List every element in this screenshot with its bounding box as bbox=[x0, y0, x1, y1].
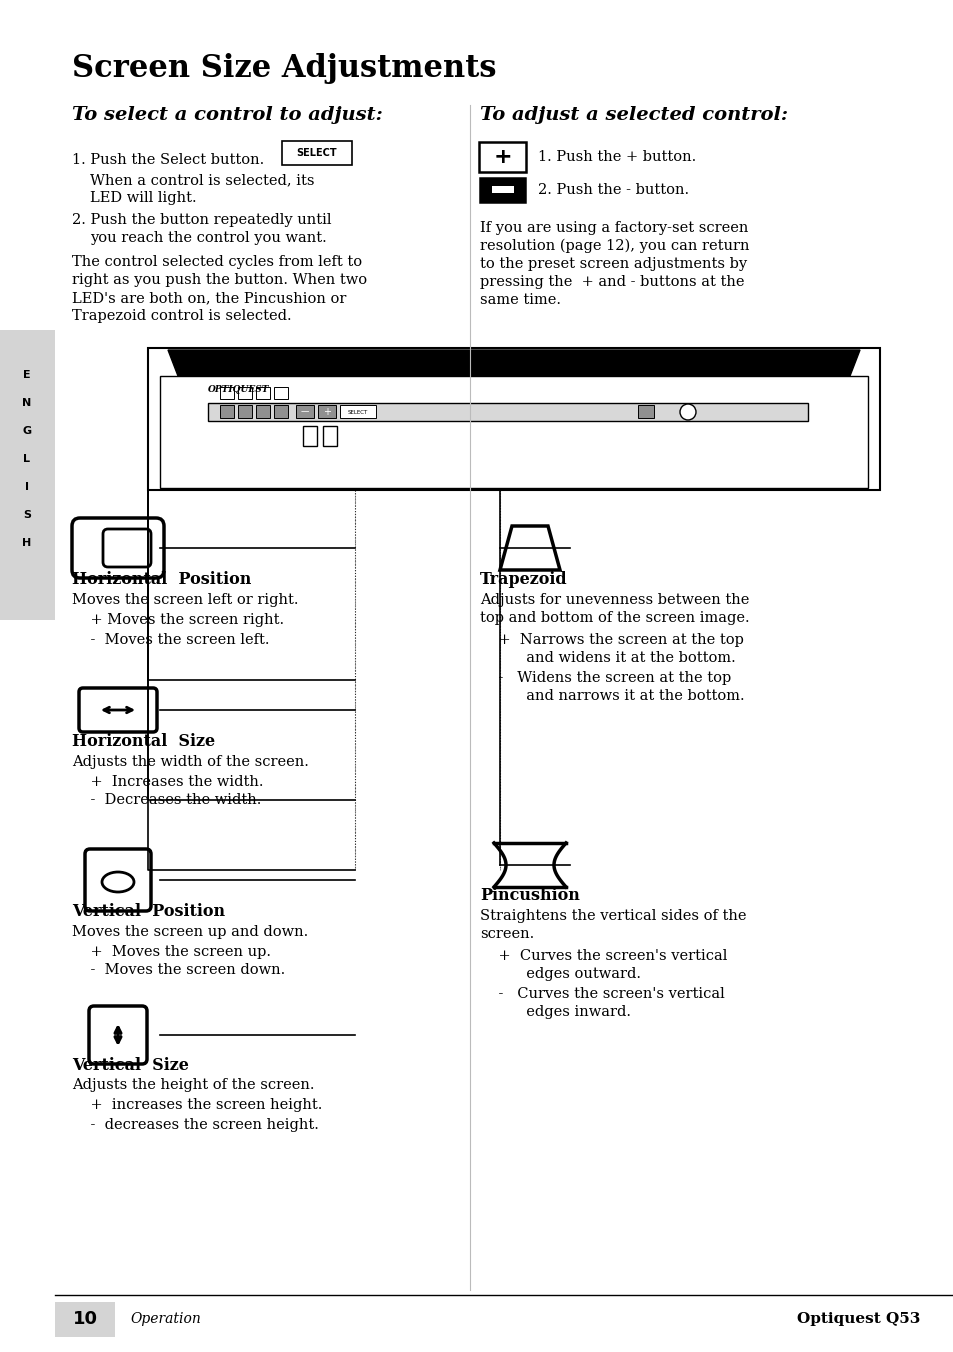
Text: 10: 10 bbox=[72, 1310, 97, 1328]
Text: Adjusts the height of the screen.: Adjusts the height of the screen. bbox=[71, 1078, 314, 1092]
Text: to the preset screen adjustments by: to the preset screen adjustments by bbox=[479, 257, 746, 270]
Bar bbox=[220, 387, 233, 399]
Text: you reach the control you want.: you reach the control you want. bbox=[90, 231, 327, 245]
Text: right as you push the button. When two: right as you push the button. When two bbox=[71, 273, 367, 287]
Text: When a control is selected, its: When a control is selected, its bbox=[90, 173, 314, 187]
Text: +  Curves the screen's vertical: + Curves the screen's vertical bbox=[479, 949, 726, 963]
Text: SELECT: SELECT bbox=[296, 147, 337, 158]
Text: +: + bbox=[323, 407, 331, 416]
Text: Vertical  Size: Vertical Size bbox=[71, 1056, 189, 1073]
Bar bbox=[274, 387, 288, 399]
Text: same time.: same time. bbox=[479, 293, 560, 307]
Text: Horizontal  Size: Horizontal Size bbox=[71, 734, 214, 750]
Text: LED will light.: LED will light. bbox=[90, 191, 196, 206]
Text: N: N bbox=[22, 397, 31, 408]
Text: Straightens the vertical sides of the: Straightens the vertical sides of the bbox=[479, 909, 745, 923]
Bar bbox=[148, 347, 879, 489]
Bar bbox=[255, 387, 270, 399]
Text: Trapezoid control is selected.: Trapezoid control is selected. bbox=[71, 310, 292, 323]
Bar bbox=[638, 406, 654, 418]
Text: 1. Push the + button.: 1. Push the + button. bbox=[537, 150, 696, 164]
Bar bbox=[237, 406, 252, 418]
Text: -  Decreases the width.: - Decreases the width. bbox=[71, 794, 261, 807]
Text: Adjusts for unevenness between the: Adjusts for unevenness between the bbox=[479, 594, 749, 607]
Text: and widens it at the bottom.: and widens it at the bottom. bbox=[479, 652, 735, 665]
Text: Moves the screen left or right.: Moves the screen left or right. bbox=[71, 594, 298, 607]
Text: +: + bbox=[493, 147, 512, 168]
Text: Horizontal  Position: Horizontal Position bbox=[71, 572, 251, 588]
Text: screen.: screen. bbox=[479, 927, 534, 941]
Bar bbox=[255, 406, 270, 418]
Text: The control selected cycles from left to: The control selected cycles from left to bbox=[71, 256, 362, 269]
Bar bbox=[492, 187, 514, 193]
Text: -   Widens the screen at the top: - Widens the screen at the top bbox=[479, 671, 731, 685]
Text: S: S bbox=[23, 510, 30, 521]
FancyBboxPatch shape bbox=[103, 529, 151, 566]
Bar bbox=[295, 406, 314, 418]
FancyBboxPatch shape bbox=[85, 849, 151, 911]
Text: Screen Size Adjustments: Screen Size Adjustments bbox=[71, 53, 496, 84]
Text: Moves the screen up and down.: Moves the screen up and down. bbox=[71, 925, 308, 940]
Text: —: — bbox=[300, 407, 309, 416]
Bar bbox=[237, 387, 252, 399]
Text: edges inward.: edges inward. bbox=[479, 1005, 630, 1019]
Polygon shape bbox=[168, 350, 859, 376]
Text: E: E bbox=[23, 370, 30, 380]
FancyBboxPatch shape bbox=[79, 688, 157, 731]
Text: If you are using a factory-set screen: If you are using a factory-set screen bbox=[479, 220, 747, 235]
Text: +  increases the screen height.: + increases the screen height. bbox=[71, 1098, 322, 1111]
Text: Adjusts the width of the screen.: Adjusts the width of the screen. bbox=[71, 754, 309, 769]
Text: top and bottom of the screen image.: top and bottom of the screen image. bbox=[479, 611, 749, 625]
Bar bbox=[55, 1302, 115, 1337]
Bar bbox=[339, 406, 375, 418]
Text: Optiquest Q53: Optiquest Q53 bbox=[796, 1311, 919, 1326]
Text: 2. Push the button repeatedly until: 2. Push the button repeatedly until bbox=[71, 214, 331, 227]
Text: 1. Push the Select button.: 1. Push the Select button. bbox=[71, 153, 264, 168]
Bar bbox=[323, 426, 336, 446]
Text: -  decreases the screen height.: - decreases the screen height. bbox=[71, 1118, 318, 1132]
Text: edges outward.: edges outward. bbox=[479, 967, 640, 982]
Text: +  Narrows the screen at the top: + Narrows the screen at the top bbox=[479, 633, 743, 648]
Bar bbox=[303, 426, 316, 446]
Text: resolution (page 12), you can return: resolution (page 12), you can return bbox=[479, 239, 749, 253]
Text: G: G bbox=[23, 426, 31, 435]
Text: I: I bbox=[25, 483, 29, 492]
Circle shape bbox=[679, 404, 696, 420]
Text: Operation: Operation bbox=[130, 1311, 200, 1326]
Bar bbox=[274, 406, 288, 418]
FancyBboxPatch shape bbox=[282, 141, 352, 165]
Text: Vertical  Position: Vertical Position bbox=[71, 903, 225, 921]
Text: and narrows it at the bottom.: and narrows it at the bottom. bbox=[479, 690, 744, 703]
Text: Pincushion: Pincushion bbox=[479, 887, 579, 904]
FancyBboxPatch shape bbox=[71, 518, 164, 579]
Text: H: H bbox=[22, 538, 31, 548]
Text: LED's are both on, the Pincushion or: LED's are both on, the Pincushion or bbox=[71, 291, 346, 306]
Text: -   Curves the screen's vertical: - Curves the screen's vertical bbox=[479, 987, 724, 1000]
Text: 2. Push the - button.: 2. Push the - button. bbox=[537, 183, 688, 197]
Text: pressing the  + and - buttons at the: pressing the + and - buttons at the bbox=[479, 274, 743, 289]
Ellipse shape bbox=[102, 872, 133, 892]
Bar bbox=[0, 330, 55, 621]
Bar bbox=[160, 376, 867, 488]
Polygon shape bbox=[499, 526, 559, 571]
Text: -  Moves the screen left.: - Moves the screen left. bbox=[71, 633, 269, 648]
Text: + Moves the screen right.: + Moves the screen right. bbox=[71, 612, 284, 627]
Text: L: L bbox=[24, 454, 30, 464]
Text: +  Increases the width.: + Increases the width. bbox=[71, 775, 263, 790]
Bar bbox=[220, 406, 233, 418]
Text: -  Moves the screen down.: - Moves the screen down. bbox=[71, 963, 285, 977]
Text: To adjust a selected control:: To adjust a selected control: bbox=[479, 105, 787, 124]
Text: To select a control to adjust:: To select a control to adjust: bbox=[71, 105, 382, 124]
Text: +  Moves the screen up.: + Moves the screen up. bbox=[71, 945, 271, 959]
Bar bbox=[208, 403, 807, 420]
FancyBboxPatch shape bbox=[89, 1006, 147, 1064]
Text: Trapezoid: Trapezoid bbox=[479, 572, 567, 588]
FancyBboxPatch shape bbox=[478, 142, 525, 172]
Text: OPTIQUEST: OPTIQUEST bbox=[208, 385, 269, 395]
Bar bbox=[479, 178, 524, 201]
Text: SELECT: SELECT bbox=[348, 410, 368, 415]
Bar bbox=[317, 406, 335, 418]
